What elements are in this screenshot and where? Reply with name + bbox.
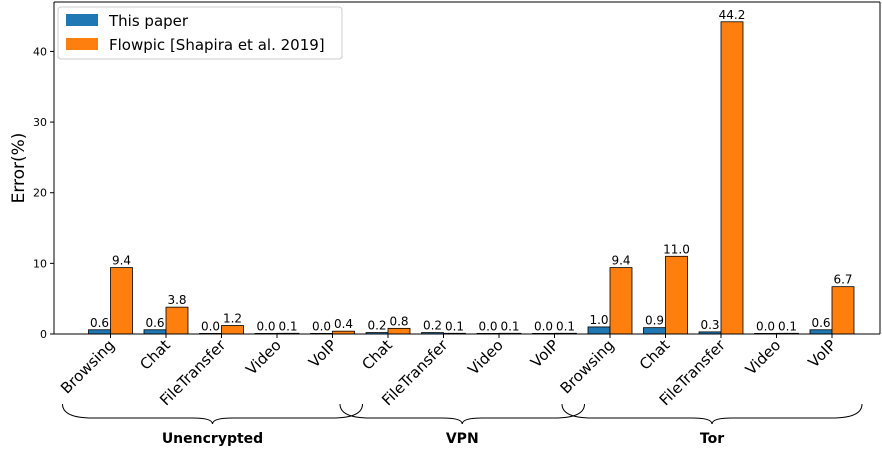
category-label-12: Video <box>742 336 784 378</box>
value-label-flowpic-7: 0.1 <box>500 319 519 333</box>
bar-flowpic-9 <box>609 267 633 335</box>
value-label-this-paper-1: 0.6 <box>145 316 164 330</box>
group-brackets: Unencrypted VPN Tor <box>62 403 863 447</box>
value-label-this-paper-9: 1.0 <box>589 313 608 327</box>
bar-this-paper-13 <box>809 329 833 335</box>
category-label-8: VoIP <box>527 336 562 371</box>
legend-frame <box>57 6 343 60</box>
value-label-flowpic-6: 0.1 <box>445 319 464 333</box>
y-tick-label-40: 40 <box>33 45 47 58</box>
group-label-1: VPN <box>446 431 479 447</box>
legend-swatch-1 <box>66 38 98 50</box>
value-label-flowpic-10: 11.0 <box>663 242 690 256</box>
value-label-this-paper-5: 0.2 <box>367 319 386 333</box>
category-label-1: Chat <box>136 336 174 374</box>
value-label-this-paper-7: 0.0 <box>478 319 497 333</box>
group-label-0: Unencrypted <box>162 431 263 447</box>
value-label-flowpic-3: 0.1 <box>278 319 297 333</box>
bar-flowpic-13 <box>831 286 855 335</box>
category-label-13: VoIP <box>805 336 840 371</box>
axes: 0 10 20 30 40 <box>33 1 881 341</box>
value-label-flowpic-2: 1.2 <box>223 312 242 326</box>
category-label-5: Chat <box>358 336 396 374</box>
value-label-flowpic-9: 9.4 <box>611 254 630 268</box>
bar-flowpic-10 <box>665 255 688 335</box>
value-label-flowpic-8: 0.1 <box>556 319 575 333</box>
bars <box>88 21 855 335</box>
value-label-flowpic-4: 0.4 <box>334 317 353 331</box>
value-label-this-paper-12: 0.0 <box>756 319 775 333</box>
category-label-0: Browsing <box>57 336 118 397</box>
value-label-flowpic-1: 3.8 <box>167 293 186 307</box>
bar-flowpic-1 <box>165 306 189 335</box>
bar-flowpic-2 <box>221 325 244 335</box>
bar-this-paper-1 <box>143 329 167 335</box>
value-label-this-paper-13: 0.6 <box>811 316 830 330</box>
category-label-10: Chat <box>636 336 674 374</box>
legend-swatch-0 <box>66 14 98 26</box>
legend-label-0: This paper <box>108 12 189 30</box>
group-label-2: Tor <box>700 431 724 447</box>
group-brace-0 <box>62 403 363 425</box>
value-labels: 0.6 0.6 0.0 0.0 0.0 0.2 0.2 0.0 0.0 1.0 0.9 0.3 0.0 0… <box>90 8 853 334</box>
category-label-3: Video <box>242 336 284 378</box>
category-label-9: Browsing <box>557 336 618 397</box>
bar-this-paper-0 <box>88 329 111 335</box>
value-label-this-paper-4: 0.0 <box>312 319 331 333</box>
category-label-4: VoIP <box>305 336 340 371</box>
value-label-flowpic-11: 44.2 <box>719 8 746 22</box>
bar-this-paper-9 <box>587 326 611 335</box>
y-axis-label: Error(%) <box>9 133 29 204</box>
group-brace-2 <box>561 403 863 425</box>
value-label-flowpic-5: 0.8 <box>389 314 408 328</box>
value-label-flowpic-0: 9.4 <box>112 254 131 268</box>
y-tick-label-30: 30 <box>33 116 47 129</box>
category-label-7: Video <box>464 336 506 378</box>
bar-flowpic-11 <box>720 21 744 335</box>
bar-flowpic-5 <box>387 327 411 335</box>
value-label-flowpic-12: 0.1 <box>778 319 797 333</box>
value-label-this-paper-10: 0.9 <box>645 314 664 328</box>
bar-this-paper-10 <box>643 327 666 335</box>
y-tick-label-20: 20 <box>33 187 47 200</box>
value-label-this-paper-11: 0.3 <box>700 318 719 332</box>
bar-flowpic-0 <box>110 267 133 335</box>
group-brace-1 <box>339 403 585 425</box>
value-label-this-paper-2: 0.0 <box>201 319 220 333</box>
y-tick-label-0: 0 <box>40 328 47 341</box>
legend-label-1: Flowpic [Shapira et al. 2019] <box>109 36 325 54</box>
value-label-this-paper-8: 0.0 <box>534 319 553 333</box>
value-label-this-paper-6: 0.2 <box>423 319 442 333</box>
y-tick-label-10: 10 <box>33 257 47 270</box>
value-label-this-paper-0: 0.6 <box>90 316 109 330</box>
value-label-flowpic-13: 6.7 <box>833 273 852 287</box>
legend: This paper Flowpic [Shapira et al. 2019] <box>57 6 343 60</box>
value-label-this-paper-3: 0.0 <box>256 319 275 333</box>
